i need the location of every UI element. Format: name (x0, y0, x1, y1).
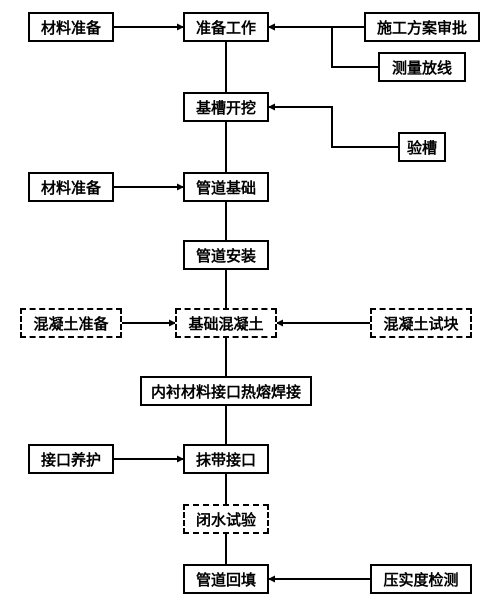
node-weld: 内衬材料接口热熔焊接 (140, 376, 312, 406)
node-label: 验槽 (407, 137, 437, 158)
node-label: 管道安装 (196, 245, 256, 266)
node-plan: 施工方案审批 (364, 12, 480, 42)
node-foundconc: 基础混凝土 (175, 308, 277, 338)
node-label: 测量放线 (392, 57, 452, 78)
node-concprep: 混凝土准备 (20, 308, 122, 338)
node-matprep1: 材料准备 (28, 12, 114, 42)
node-compact: 压实度检测 (370, 564, 472, 594)
node-label: 材料准备 (41, 17, 101, 38)
node-survey: 测量放线 (378, 52, 466, 82)
node-label: 混凝土准备 (33, 313, 108, 334)
node-excav: 基槽开挖 (183, 92, 269, 122)
node-mortar: 抹带接口 (183, 444, 269, 474)
node-label: 压实度检测 (383, 569, 458, 590)
node-label: 准备工作 (196, 17, 256, 38)
node-pipeinst: 管道安装 (183, 240, 269, 270)
edge-survey-prep (269, 27, 378, 67)
node-label: 内衬材料接口热熔焊接 (151, 381, 301, 402)
node-waterclose: 闭水试验 (183, 504, 269, 534)
node-label: 材料准备 (41, 177, 101, 198)
node-label: 基槽开挖 (196, 97, 256, 118)
flowchart-canvas: 材料准备准备工作施工方案审批测量放线基槽开挖验槽材料准备管道基础管道安装混凝土准… (0, 0, 500, 603)
node-label: 基础混凝土 (188, 313, 263, 334)
node-label: 管道回填 (196, 569, 256, 590)
node-conctest: 混凝土试块 (370, 308, 472, 338)
node-label: 管道基础 (196, 177, 256, 198)
node-matprep2: 材料准备 (28, 172, 114, 202)
node-label: 接口养护 (41, 449, 101, 470)
node-prep: 准备工作 (183, 12, 269, 42)
node-label: 抹带接口 (196, 449, 256, 470)
node-inspect: 验槽 (398, 132, 446, 162)
node-pipefound: 管道基础 (183, 172, 269, 202)
edge-inspect-excav (269, 107, 398, 147)
node-label: 混凝土试块 (383, 313, 458, 334)
node-label: 施工方案审批 (377, 17, 467, 38)
node-label: 闭水试验 (196, 509, 256, 530)
node-jointcure: 接口养护 (28, 444, 114, 474)
node-backfill: 管道回填 (183, 564, 269, 594)
